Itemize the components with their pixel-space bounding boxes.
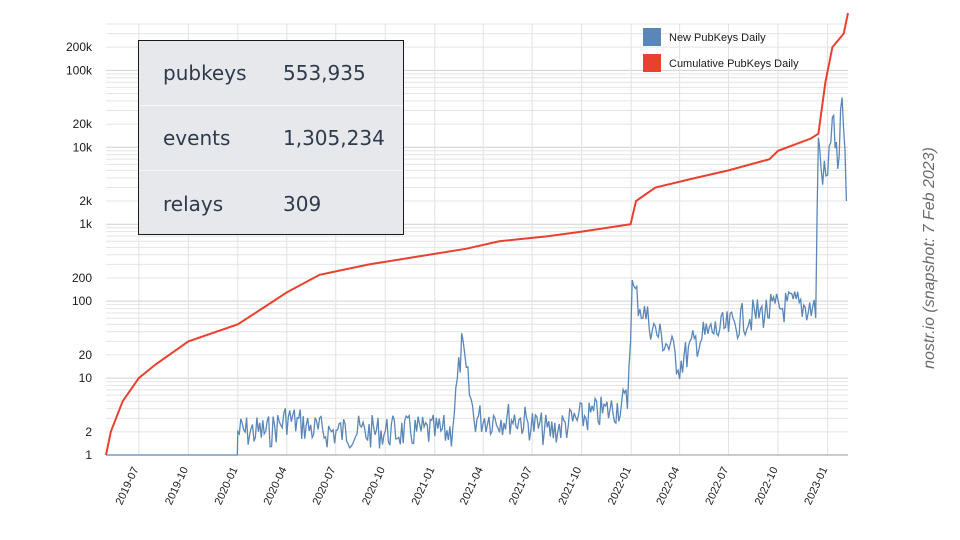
x-tick-label: 2021-07 xyxy=(507,465,535,507)
x-tick-label: 2022-07 xyxy=(703,465,731,507)
y-tick-label: 100 xyxy=(72,294,92,308)
y-tick-label: 1k xyxy=(79,217,93,231)
legend: New PubKeys Daily Cumulative PubKeys Dail… xyxy=(643,28,799,72)
snapshot-note: nostr.io (snapshot: 7 Feb 2023) xyxy=(921,147,938,369)
legend-label: Cumulative PubKeys Daily xyxy=(669,58,799,70)
stat-label: pubkeys xyxy=(163,61,247,85)
y-tick-label: 10k xyxy=(73,140,93,154)
series-layer xyxy=(105,12,849,456)
y-tick-label: 10 xyxy=(79,371,93,385)
stat-value: 553,935 xyxy=(283,61,366,85)
x-tick-label: 2022-01 xyxy=(606,465,634,507)
stats-box: pubkeys 553,935 events 1,305,234 relays … xyxy=(138,40,404,235)
x-tick-label: 2021-01 xyxy=(410,465,438,507)
y-tick-label: 100k xyxy=(66,63,93,77)
y-tick-label: 2k xyxy=(79,194,93,208)
legend-swatch-cumulative xyxy=(643,54,661,72)
x-tick-label: 2019-10 xyxy=(163,465,191,507)
x-tick-label: 2020-04 xyxy=(262,465,290,507)
y-tick-label: 20k xyxy=(73,117,93,131)
y-tick-label: 200 xyxy=(72,271,92,285)
x-tick-label: 2022-04 xyxy=(654,465,682,507)
series-new-pubkeys-daily-line xyxy=(106,97,848,456)
x-tick-label: 2020-07 xyxy=(311,465,339,507)
y-tick-label: 20 xyxy=(79,348,93,362)
stat-value: 309 xyxy=(283,191,322,216)
legend-swatch-new-pubkeys xyxy=(643,28,661,46)
x-axis-ticks: 2019-07 2019-10 2020-01 2020-04 2020-07 2020-… xyxy=(114,465,831,507)
x-tick-label: 2022-10 xyxy=(753,465,781,507)
stat-row-relays: relays 309 xyxy=(139,171,403,236)
y-axis-ticks: 1 2 10 20 100 200 1k 2k 10k 20k 100k 200k xyxy=(66,40,93,462)
x-tick-label: 2020-01 xyxy=(213,465,241,507)
y-tick-label: 200k xyxy=(66,40,93,54)
y-tick-label: 1 xyxy=(85,448,92,462)
stat-label: relays xyxy=(163,191,224,216)
x-tick-label: 2023-01 xyxy=(802,465,830,507)
y-tick-label: 2 xyxy=(85,425,92,439)
x-tick-label: 2020-10 xyxy=(360,465,388,507)
x-tick-label: 2019-07 xyxy=(114,465,142,507)
legend-label: New PubKeys Daily xyxy=(669,32,766,44)
stat-row-pubkeys: pubkeys 553,935 xyxy=(139,41,403,106)
stat-label: events xyxy=(163,126,231,150)
series-cumulative-pubkeys-line xyxy=(105,12,849,456)
stat-value: 1,305,234 xyxy=(283,126,385,150)
stat-row-events: events 1,305,234 xyxy=(139,106,403,171)
x-tick-label: 2021-04 xyxy=(458,465,486,507)
x-tick-label: 2021-10 xyxy=(556,465,584,507)
